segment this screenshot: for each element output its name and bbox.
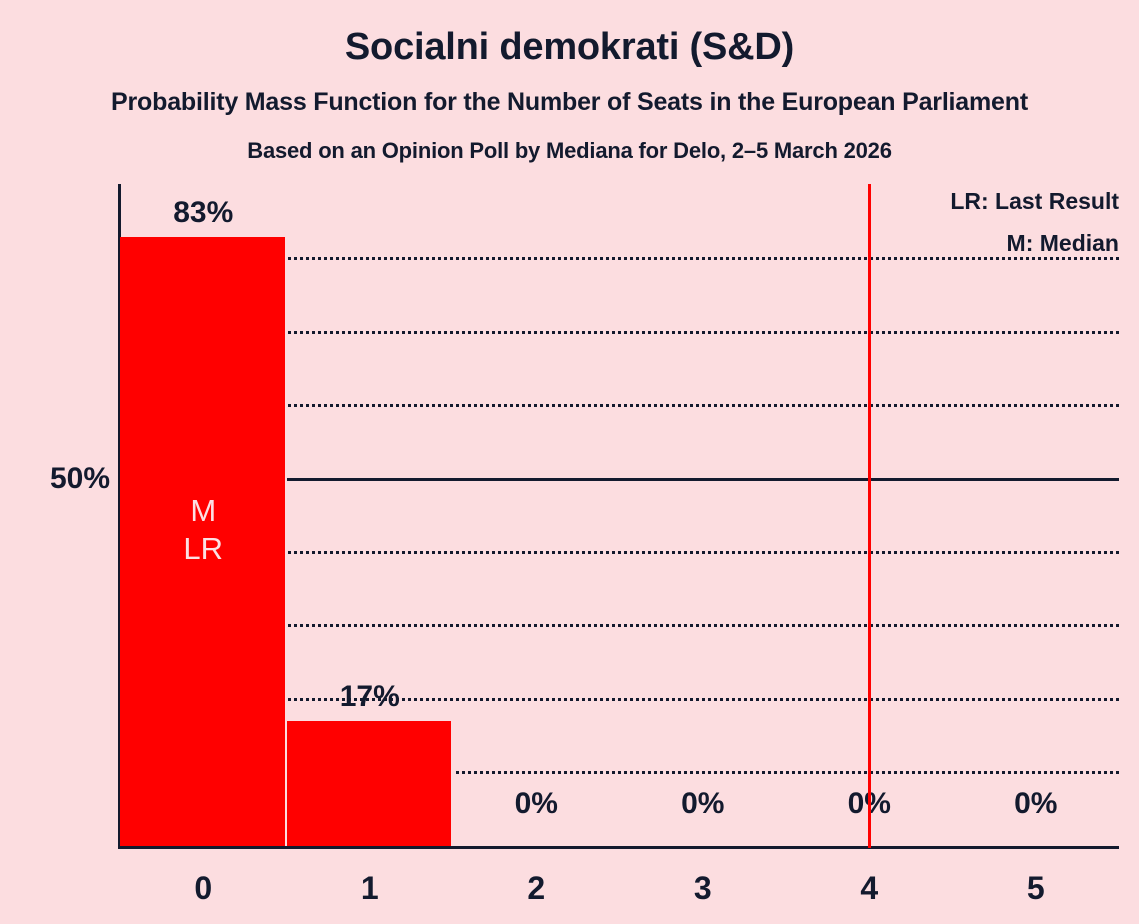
bar-1[interactable] (286, 721, 453, 846)
gridline (120, 771, 1119, 775)
chart-subtitle-primary: Probability Mass Function for the Number… (111, 88, 1028, 116)
value-label-3: 0% (681, 787, 725, 820)
chart-subtitle-secondary: Based on an Opinion Poll by Mediana for … (247, 138, 892, 163)
chart-title: Socialni demokrati (S&D) (344, 26, 795, 68)
last-result-line (868, 184, 872, 848)
bar-0[interactable] (120, 236, 287, 846)
legend-last-result: LR: Last Result (950, 188, 1119, 214)
gridline (120, 404, 1119, 408)
gridline (120, 330, 1119, 334)
gridline (120, 624, 1119, 628)
value-label-5: 0% (1014, 787, 1058, 820)
legend-median: M: Median (1006, 230, 1119, 256)
x-tick-2: 2 (527, 870, 546, 906)
gridline (120, 697, 1119, 701)
x-tick-1: 1 (360, 870, 379, 906)
last-result-marker: LR (183, 531, 224, 566)
x-axis-line (118, 846, 1119, 849)
gridline (120, 477, 1119, 481)
value-label-0: 83% (173, 195, 234, 229)
gridline (120, 550, 1119, 554)
x-tick-0: 0 (194, 870, 213, 906)
median-marker: M (190, 493, 217, 528)
y-axis-label-50: 50% (49, 462, 110, 495)
x-tick-5: 5 (1026, 870, 1045, 906)
value-label-2: 0% (514, 787, 558, 820)
gridline (120, 257, 1119, 261)
y-axis-line (118, 184, 121, 848)
x-tick-3: 3 (693, 870, 712, 906)
value-label-1: 17% (339, 680, 400, 714)
x-tick-4: 4 (860, 870, 879, 906)
